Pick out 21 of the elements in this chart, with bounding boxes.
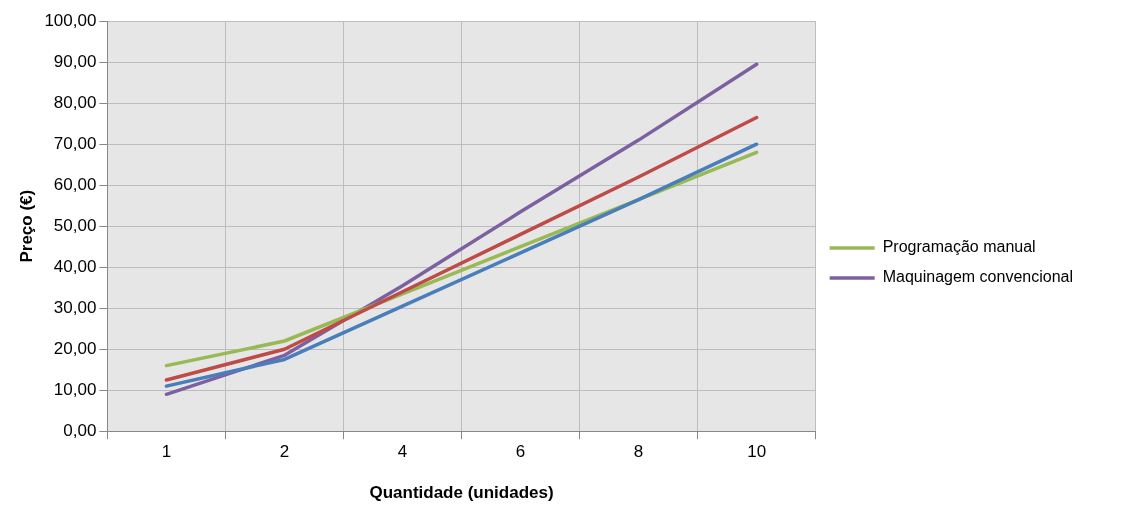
x-tick-label: 4 bbox=[397, 442, 408, 462]
x-tick-label: 6 bbox=[515, 442, 526, 462]
y-tick-label: 10,00 bbox=[53, 379, 97, 399]
x-tick-label: 10 bbox=[747, 442, 767, 462]
y-tick-label: 30,00 bbox=[53, 297, 97, 317]
y-tick-label: 60,00 bbox=[53, 174, 97, 194]
y-tick-label: 0,00 bbox=[63, 420, 97, 440]
y-tick-label: 80,00 bbox=[53, 92, 97, 112]
y-tick-label: 50,00 bbox=[53, 215, 97, 235]
y-tick-label: 100,00 bbox=[44, 10, 97, 30]
y-tick-label: 90,00 bbox=[53, 51, 97, 71]
x-tick-label: 8 bbox=[633, 442, 644, 462]
y-tick-label: 20,00 bbox=[53, 338, 97, 358]
x-axis-title: Quantidade (unidades) bbox=[369, 483, 554, 503]
y-tick-label: 70,00 bbox=[53, 133, 97, 153]
x-tick-label: 2 bbox=[279, 442, 290, 462]
x-tick-label: 1 bbox=[161, 442, 172, 462]
legend-label: Programação manual bbox=[882, 238, 1036, 256]
y-axis-title: Preço (€) bbox=[16, 189, 36, 263]
legend-label: Maquinagem convencional bbox=[882, 268, 1073, 286]
y-tick-label: 40,00 bbox=[53, 256, 97, 276]
